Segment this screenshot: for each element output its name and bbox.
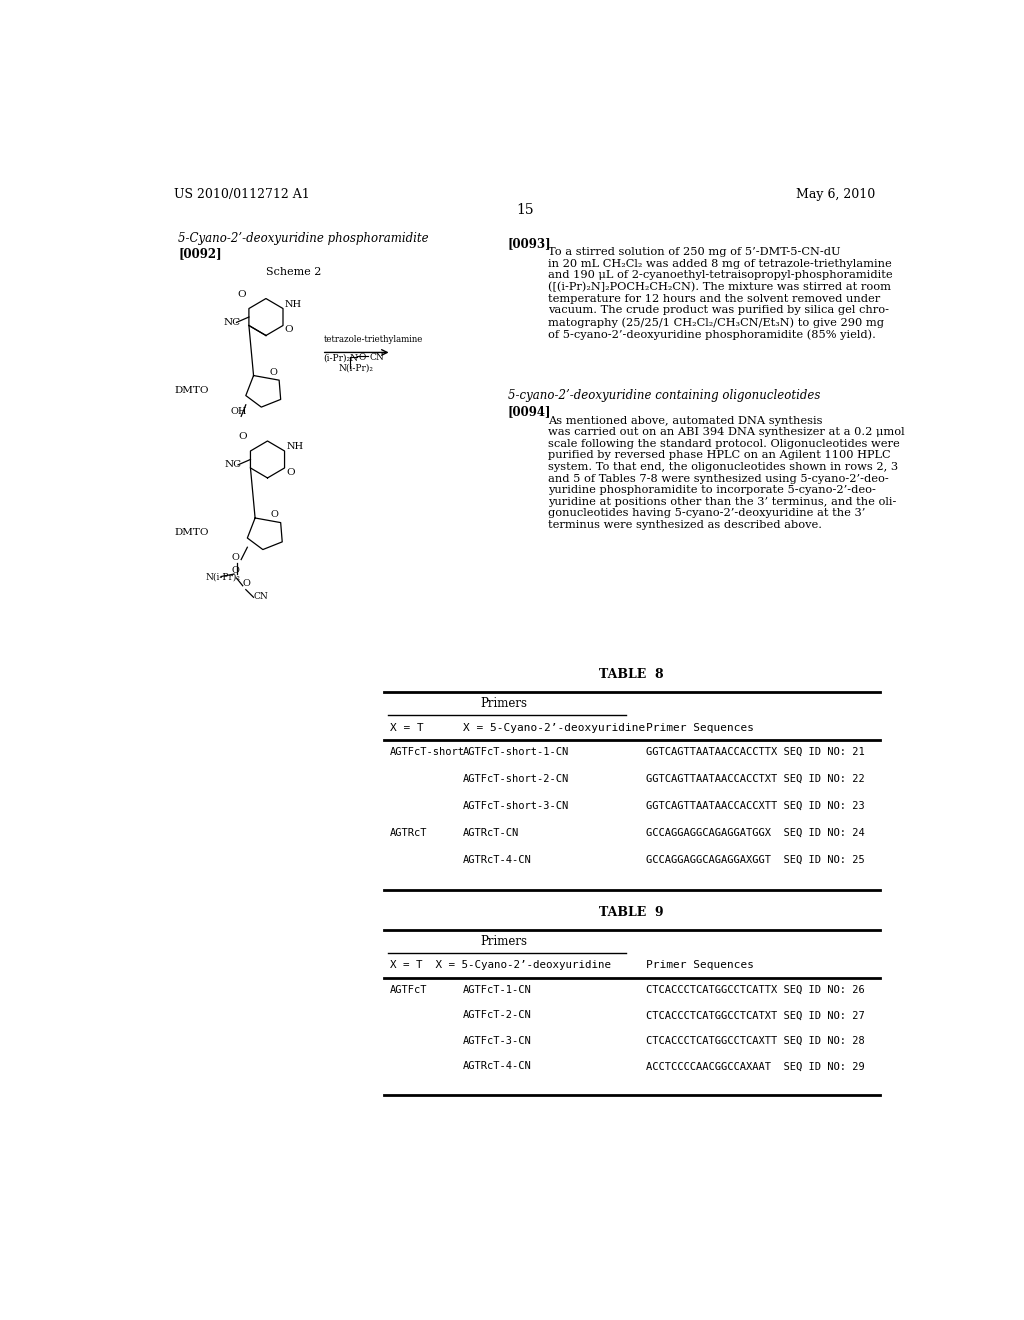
Text: N(i-Pr)₂: N(i-Pr)₂ bbox=[206, 573, 241, 582]
Text: [0092]: [0092] bbox=[178, 247, 222, 260]
Text: Primer Sequences: Primer Sequences bbox=[646, 961, 754, 970]
Text: AGTFcT-short-2-CN: AGTFcT-short-2-CN bbox=[463, 774, 569, 784]
Text: AGTRcT-4-CN: AGTRcT-4-CN bbox=[463, 1061, 531, 1072]
Text: O: O bbox=[243, 578, 251, 587]
Text: AGTFcT-short-1-CN: AGTFcT-short-1-CN bbox=[463, 747, 569, 758]
Text: GGTCAGTTAATAACCACCXTT SEQ ID NO: 23: GGTCAGTTAATAACCACCXTT SEQ ID NO: 23 bbox=[646, 801, 864, 810]
Text: DMTO: DMTO bbox=[174, 387, 209, 395]
Text: X = T: X = T bbox=[390, 722, 424, 733]
Text: AGTRcT-CN: AGTRcT-CN bbox=[463, 828, 519, 838]
Text: O: O bbox=[239, 433, 248, 441]
Text: US 2010/0112712 A1: US 2010/0112712 A1 bbox=[174, 189, 310, 202]
Text: CN: CN bbox=[254, 591, 268, 601]
Text: O: O bbox=[285, 326, 293, 334]
Text: CTCACCCTCATGGCCTCAXTT SEQ ID NO: 28: CTCACCCTCATGGCCTCAXTT SEQ ID NO: 28 bbox=[646, 1036, 864, 1045]
Text: Scheme 2: Scheme 2 bbox=[266, 268, 322, 277]
Text: AGTFcT-short: AGTFcT-short bbox=[390, 747, 465, 758]
Text: Primers: Primers bbox=[480, 936, 527, 948]
Text: Primers: Primers bbox=[480, 697, 527, 710]
Text: tetrazole-triethylamine: tetrazole-triethylamine bbox=[324, 335, 424, 345]
Text: (i-Pr)₂N: (i-Pr)₂N bbox=[324, 354, 358, 362]
Text: AGTFcT: AGTFcT bbox=[390, 985, 427, 995]
Text: [0093]: [0093] bbox=[508, 238, 551, 249]
Text: AGTRcT-4-CN: AGTRcT-4-CN bbox=[463, 855, 531, 865]
Text: GGTCAGTTAATAACCACCTTX SEQ ID NO: 21: GGTCAGTTAATAACCACCTTX SEQ ID NO: 21 bbox=[646, 747, 864, 758]
Text: GCCAGGAGGCAGAGGATGGX  SEQ ID NO: 24: GCCAGGAGGCAGAGGATGGX SEQ ID NO: 24 bbox=[646, 828, 864, 838]
Text: O: O bbox=[358, 354, 366, 362]
Text: AGTFcT-short-3-CN: AGTFcT-short-3-CN bbox=[463, 801, 569, 810]
Text: Primer Sequences: Primer Sequences bbox=[646, 722, 754, 733]
Text: AGTRcT: AGTRcT bbox=[390, 828, 427, 838]
Text: O: O bbox=[269, 368, 276, 376]
Text: O: O bbox=[231, 566, 240, 576]
Text: GGTCAGTTAATAACCACCTXT SEQ ID NO: 22: GGTCAGTTAATAACCACCTXT SEQ ID NO: 22 bbox=[646, 774, 864, 784]
Text: X = 5-Cyano-2’-deoxyuridine: X = 5-Cyano-2’-deoxyuridine bbox=[463, 722, 645, 733]
Text: CTCACCCTCATGGCCTCATTX SEQ ID NO: 26: CTCACCCTCATGGCCTCATTX SEQ ID NO: 26 bbox=[646, 985, 864, 995]
Text: 15: 15 bbox=[516, 203, 534, 216]
Text: AGTFcT-1-CN: AGTFcT-1-CN bbox=[463, 985, 531, 995]
Text: OH: OH bbox=[230, 407, 247, 416]
Text: To a stirred solution of 250 mg of 5’-DMT-5-CN-dU
in 20 mL CH₂Cl₂ was added 8 mg: To a stirred solution of 250 mg of 5’-DM… bbox=[548, 247, 893, 341]
Text: TABLE  9: TABLE 9 bbox=[599, 906, 664, 919]
Text: NC: NC bbox=[225, 461, 242, 469]
Text: AGTFcT-2-CN: AGTFcT-2-CN bbox=[463, 1011, 531, 1020]
Text: GCCAGGAGGCAGAGGAXGGT  SEQ ID NO: 25: GCCAGGAGGCAGAGGAXGGT SEQ ID NO: 25 bbox=[646, 855, 864, 865]
Text: As mentioned above, automated DNA synthesis
was carried out on an ABI 394 DNA sy: As mentioned above, automated DNA synthe… bbox=[548, 416, 904, 531]
Text: ACCTCCCCAACGGCCAXAAT  SEQ ID NO: 29: ACCTCCCCAACGGCCAXAAT SEQ ID NO: 29 bbox=[646, 1061, 864, 1072]
Text: NC: NC bbox=[223, 318, 241, 327]
Text: O: O bbox=[270, 511, 279, 519]
Text: O: O bbox=[286, 467, 295, 477]
Text: AGTFcT-3-CN: AGTFcT-3-CN bbox=[463, 1036, 531, 1045]
Text: O: O bbox=[231, 553, 240, 562]
Text: [0094]: [0094] bbox=[508, 405, 551, 418]
Text: 5-Cyano-2’-deoxyuridine phosphoramidite: 5-Cyano-2’-deoxyuridine phosphoramidite bbox=[178, 231, 429, 244]
Text: NH: NH bbox=[286, 442, 303, 451]
Text: TABLE  8: TABLE 8 bbox=[599, 668, 664, 681]
Text: May 6, 2010: May 6, 2010 bbox=[796, 189, 876, 202]
Text: N(i-Pr)₂: N(i-Pr)₂ bbox=[339, 364, 374, 374]
Text: CTCACCCTCATGGCCTCATXT SEQ ID NO: 27: CTCACCCTCATGGCCTCATXT SEQ ID NO: 27 bbox=[646, 1011, 864, 1020]
Text: CN: CN bbox=[370, 354, 385, 362]
Text: NH: NH bbox=[285, 300, 302, 309]
Text: X = T  X = 5-Cyano-2’-deoxyuridine: X = T X = 5-Cyano-2’-deoxyuridine bbox=[390, 961, 611, 970]
Text: 5-cyano-2’-deoxyuridine containing oligonucleotides: 5-cyano-2’-deoxyuridine containing oligo… bbox=[508, 388, 820, 401]
Text: O: O bbox=[238, 290, 246, 300]
Text: DMTO: DMTO bbox=[174, 528, 209, 537]
